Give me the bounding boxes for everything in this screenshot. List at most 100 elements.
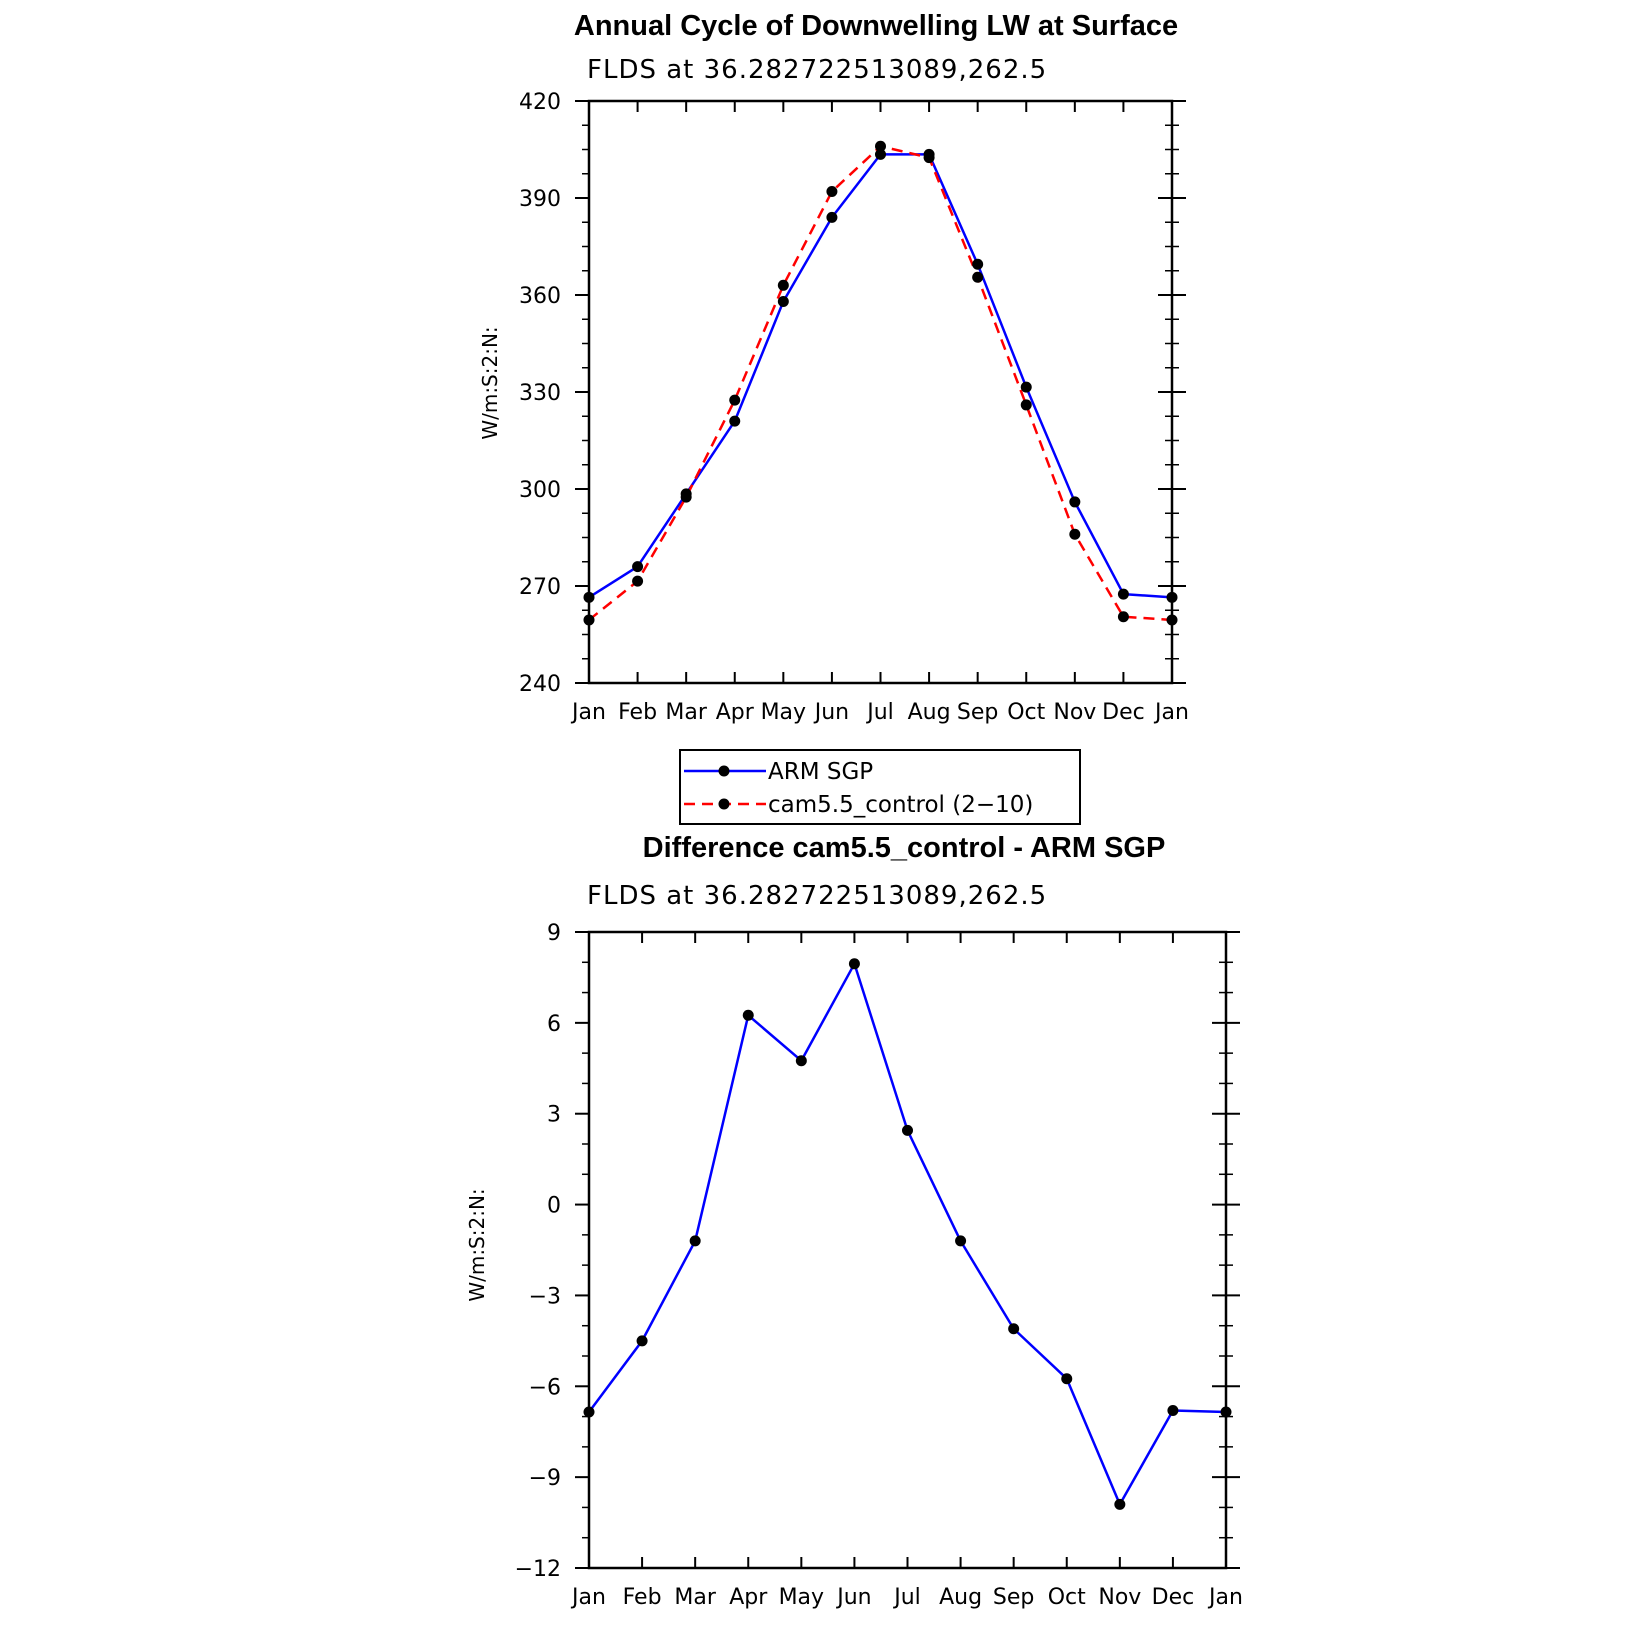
data-point-1 bbox=[1117, 611, 1129, 623]
chart-title: Difference cam5.5_control - ARM SGP bbox=[643, 832, 1166, 864]
data-point-0 bbox=[1061, 1373, 1073, 1385]
axes-frame: Jan Feb Mar Apr May Jun Jul Aug Sep Oct Nov Dec Jan 2… bbox=[519, 90, 1189, 725]
legend: ARM SGP cam5.5_control (2−10) bbox=[679, 749, 1081, 825]
difference-chart: Difference cam5.5_control - ARM SGP FLDS… bbox=[465, 832, 1243, 1610]
y-tick-label: 420 bbox=[519, 90, 561, 115]
x-tick-label: Jan bbox=[570, 1585, 606, 1610]
data-point-0 bbox=[848, 958, 860, 970]
data-point-1 bbox=[1020, 399, 1032, 411]
series-line-0 bbox=[587, 962, 1227, 1506]
data-point-0 bbox=[795, 1055, 807, 1067]
y-tick-label: 330 bbox=[519, 381, 561, 406]
chart-subtitle: FLDS at 36.282722513089,262.5 bbox=[587, 881, 1047, 911]
x-tick-label: May bbox=[761, 700, 806, 725]
data-point-0 bbox=[1020, 381, 1032, 393]
x-tick-label: Mar bbox=[674, 1585, 716, 1610]
x-tick-label: Sep bbox=[957, 700, 998, 725]
chart-title: Annual Cycle of Downwelling LW at Surfac… bbox=[574, 10, 1178, 42]
x-tick-label: Feb bbox=[623, 1585, 662, 1610]
data-point-0 bbox=[1008, 1323, 1020, 1335]
data-point-0 bbox=[636, 1335, 648, 1347]
data-point-1 bbox=[826, 186, 838, 198]
data-point-0 bbox=[583, 591, 595, 603]
x-tick-label: Jun bbox=[813, 700, 849, 725]
x-tick-label: Apr bbox=[729, 1585, 768, 1610]
x-tick-label: Jan bbox=[1207, 1585, 1243, 1610]
data-point-1 bbox=[923, 152, 935, 164]
y-tick-label: 270 bbox=[519, 575, 561, 600]
data-point-0 bbox=[826, 211, 838, 223]
data-point-1 bbox=[680, 491, 692, 503]
data-point-0 bbox=[902, 1124, 913, 1136]
data-point-1 bbox=[875, 140, 886, 152]
data-point-0 bbox=[955, 1235, 967, 1247]
axes-frame: Jan Feb Mar Apr May Jun Jul Aug Sep Oct Nov Dec Jan−… bbox=[515, 921, 1243, 1610]
y-tick-label: 9 bbox=[547, 921, 561, 946]
data-point-0 bbox=[583, 1406, 595, 1418]
x-tick-label: Oct bbox=[1048, 1585, 1086, 1610]
y-tick-label: 390 bbox=[519, 187, 561, 212]
x-tick-label: Aug bbox=[939, 1585, 982, 1610]
y-tick-label: 240 bbox=[519, 672, 561, 697]
y-tick-label: −6 bbox=[529, 1375, 561, 1400]
data-point-0 bbox=[729, 415, 741, 427]
series-layer bbox=[583, 958, 1232, 1510]
chart-subtitle: FLDS at 36.282722513089,262.5 bbox=[587, 55, 1047, 85]
x-tick-label: Jan bbox=[1153, 700, 1189, 725]
y-axis-label: W/m:S:2:N: bbox=[465, 1188, 489, 1301]
y-tick-label: 3 bbox=[547, 1103, 561, 1128]
x-tick-label: Jul bbox=[865, 700, 894, 725]
plot-frame bbox=[587, 99, 1174, 685]
x-tick-label: Jun bbox=[835, 1585, 871, 1610]
data-point-0 bbox=[1114, 1498, 1126, 1510]
x-tick-label: Feb bbox=[618, 700, 657, 725]
y-tick-label: 300 bbox=[519, 478, 561, 503]
x-tick-label: Oct bbox=[1007, 700, 1045, 725]
x-tick-label: Jan bbox=[570, 700, 606, 725]
data-point-1 bbox=[1069, 528, 1081, 540]
data-point-0 bbox=[632, 561, 644, 573]
x-tick-label: Nov bbox=[1053, 700, 1096, 725]
data-point-0 bbox=[777, 295, 789, 307]
data-point-0 bbox=[1167, 1405, 1179, 1417]
series-layer bbox=[583, 140, 1178, 626]
x-tick-label: Dec bbox=[1152, 1585, 1195, 1610]
data-point-0 bbox=[689, 1235, 701, 1247]
data-point-0 bbox=[1117, 588, 1129, 600]
x-tick-label: Aug bbox=[908, 700, 951, 725]
legend-label-cam5: cam5.5_control (2−10) bbox=[768, 792, 1033, 818]
annual-cycle-chart: Annual Cycle of Downwelling LW at Surfac… bbox=[478, 10, 1189, 725]
x-tick-label: Apr bbox=[716, 700, 755, 725]
y-tick-label: 0 bbox=[547, 1194, 561, 1219]
data-point-1 bbox=[777, 279, 789, 291]
data-point-1 bbox=[729, 394, 741, 406]
legend-marker-arm-sgp bbox=[718, 765, 730, 777]
legend-box bbox=[679, 749, 1081, 825]
x-tick-label: Sep bbox=[993, 1585, 1034, 1610]
y-tick-label: 360 bbox=[519, 284, 561, 309]
y-tick-label: −9 bbox=[529, 1466, 561, 1491]
series-line-0 bbox=[588, 153, 1173, 599]
x-tick-label: Jul bbox=[892, 1585, 921, 1610]
series-line-1 bbox=[588, 145, 1173, 622]
data-point-1 bbox=[632, 575, 644, 587]
data-point-1 bbox=[972, 271, 984, 283]
data-point-1 bbox=[1166, 614, 1178, 626]
data-point-0 bbox=[1166, 591, 1178, 603]
legend-marker-cam5 bbox=[718, 798, 730, 810]
data-point-0 bbox=[875, 148, 886, 160]
plot-frame bbox=[587, 930, 1228, 1570]
x-tick-label: Mar bbox=[665, 700, 707, 725]
x-tick-label: Nov bbox=[1098, 1585, 1141, 1610]
legend-label-arm-sgp: ARM SGP bbox=[768, 759, 873, 785]
data-point-0 bbox=[742, 1009, 754, 1021]
y-axis-label: W/m:S:2:N: bbox=[478, 326, 502, 439]
data-point-0 bbox=[1069, 496, 1081, 508]
x-tick-label: May bbox=[779, 1585, 824, 1610]
data-point-0 bbox=[1220, 1406, 1232, 1418]
data-point-0 bbox=[972, 258, 984, 270]
y-tick-label: −12 bbox=[515, 1557, 561, 1582]
x-tick-label: Dec bbox=[1102, 700, 1145, 725]
data-point-1 bbox=[583, 614, 595, 626]
